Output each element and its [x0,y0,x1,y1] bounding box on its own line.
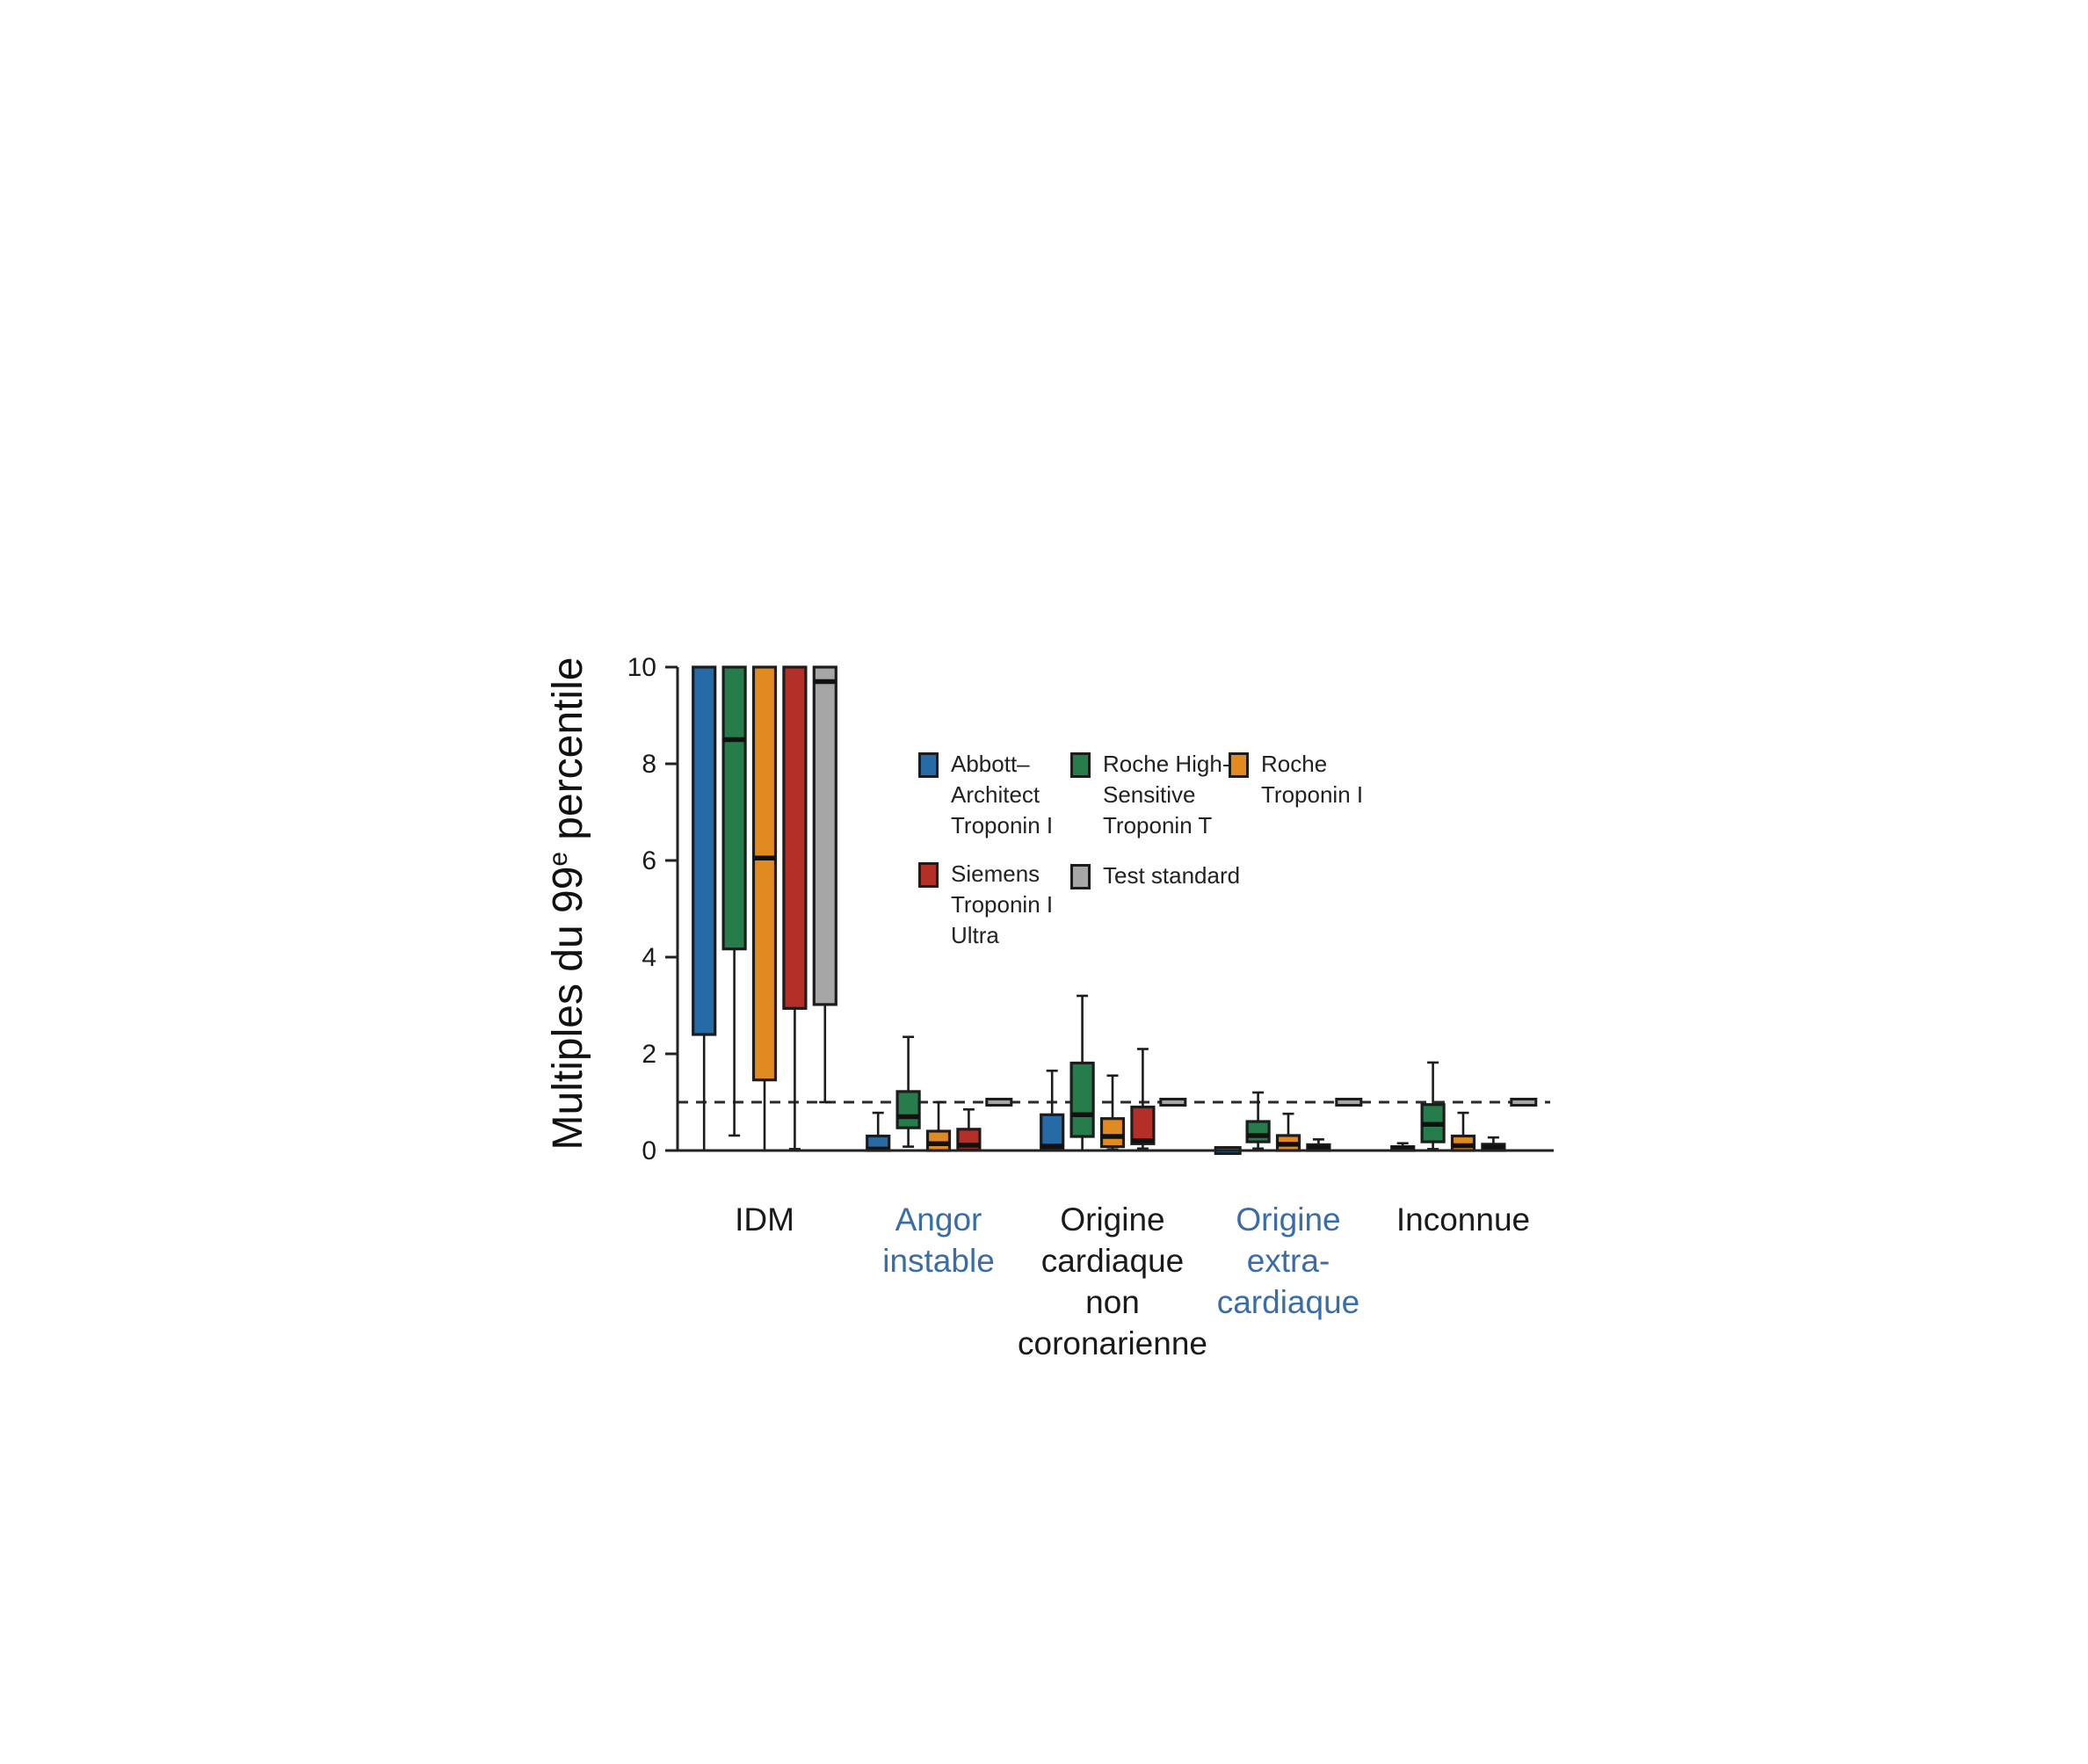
y-tick-label-0: 0 [642,1136,656,1165]
box-roche-high-sensitive-troponin-t-origine-cardiaque-non-coronarienne [1069,1061,1095,1138]
box-roche-troponin-i-idm-whiskers [758,1079,771,1152]
y-axis-label-text: Multiples du 99 [545,866,591,1151]
legend-label-test-standard: Test standard [1103,862,1241,889]
legend-item-siemens-troponin-i-ultra: Siemens Troponin I Ultra [918,860,1053,951]
box-test-standard-idm-whiskers [819,1004,831,1104]
y-tick-label-4: 4 [642,943,656,972]
box-roche-high-sensitive-troponin-t-origine-extra-cardiaque [1245,1120,1271,1143]
y-tick-label-8: 8 [642,750,656,779]
axis-layer: 0 2 4 6 8 10 [627,653,1554,1165]
y-axis-label: Multiples du 99e percentile [533,508,591,1299]
box-roche-high-sensitive-troponin-t-idm [721,665,747,951]
whisker-layer [698,948,1499,1152]
y-tick-label-6: 6 [642,846,656,875]
legend-label-roche-high-sensitive-troponin-t: Roche High- Sensitive Troponin T [1103,751,1230,838]
box-roche-troponin-i-inconnue-whiskers [1457,1111,1469,1136]
legend-swatch-roche-troponin-i [1229,752,1249,778]
y-axis-label-suffix: percentile [545,657,591,853]
box-roche-troponin-i-origine-extra-cardiaque-whiskers [1282,1112,1294,1136]
legend-label-siemens-troponin-i-ultra: Siemens Troponin I Ultra [951,860,1054,948]
box-test-standard-idm [812,665,837,1006]
box-roche-high-sensitive-troponin-t-idm-whiskers [729,948,741,1137]
box-siemens-troponin-i-ultra-idm [782,665,808,1010]
category-label-idm: IDM [735,1201,794,1238]
category-label-angor-instable: Angor instable [882,1201,995,1279]
median-layer [723,679,1504,1152]
legend-item-roche-high-sensitive-troponin-t: Roche High- Sensitive Troponin T [1070,751,1230,841]
box-abbott-architect-troponin-i-origine-cardiaque-non-coronarienne [1040,1113,1065,1151]
legend-item-roche-troponin-i: Roche Troponin I [1229,751,1363,810]
box-roche-troponin-i-idm [751,665,778,1082]
box-roche-troponin-i-angor-instable [925,1129,952,1152]
box-abbott-architect-troponin-i-idm [692,665,717,1036]
legend-item-test-standard: Test standard [1070,860,1240,891]
box-test-standard-inconnue-collapsed [1510,1098,1538,1107]
category-label-inconnue: Inconnue [1396,1201,1531,1238]
box-roche-troponin-i-origine-cardiaque-non-coronarienne [1099,1117,1126,1149]
y-tick-label-10: 10 [627,653,656,682]
category-label-origine-cardiaque-non-coronarienne: Origine cardiaque non coronarienne [1018,1201,1207,1361]
legend-swatch-roche-high-sensitive-troponin-t [1070,752,1091,778]
box-test-standard-origine-cardiaque-non-coronarienne-collapsed [1159,1098,1187,1107]
legend-swatch-siemens-troponin-i-ultra [918,862,939,888]
category-label-origine-extra-cardiaque: Origine extra- cardiaque [1216,1201,1360,1320]
box-roche-high-sensitive-troponin-t-angor-instable-whiskers [903,1035,915,1148]
box-test-standard-angor-instable-collapsed [985,1098,1013,1107]
legend-item-abbott-architect-troponin-i: Abbott– Architect Troponin I [918,751,1053,841]
legend-label-roche-troponin-i: Roche Troponin I [1261,751,1364,808]
box-roche-high-sensitive-troponin-t-angor-instable [895,1090,921,1129]
legend-label-abbott-architect-troponin-i: Abbott– Architect Troponin I [951,751,1054,838]
y-axis-label-superscript: e [544,852,573,867]
box-test-standard-origine-extra-cardiaque-collapsed [1335,1098,1363,1107]
box-abbott-architect-troponin-i-idm-whiskers [698,1034,710,1152]
box-roche-troponin-i-angor-instable-whiskers [932,1100,945,1131]
box-siemens-troponin-i-ultra-origine-cardiaque-non-coronarienne [1130,1105,1156,1145]
box-layer [692,665,1538,1155]
box-siemens-troponin-i-ultra-idm-whiskers [788,1008,801,1151]
box-abbott-architect-troponin-i-angor-instable-whiskers [872,1111,884,1136]
y-tick-label-2: 2 [642,1040,656,1069]
legend-swatch-abbott-architect-troponin-i [918,752,939,778]
legend-swatch-test-standard [1070,864,1091,889]
